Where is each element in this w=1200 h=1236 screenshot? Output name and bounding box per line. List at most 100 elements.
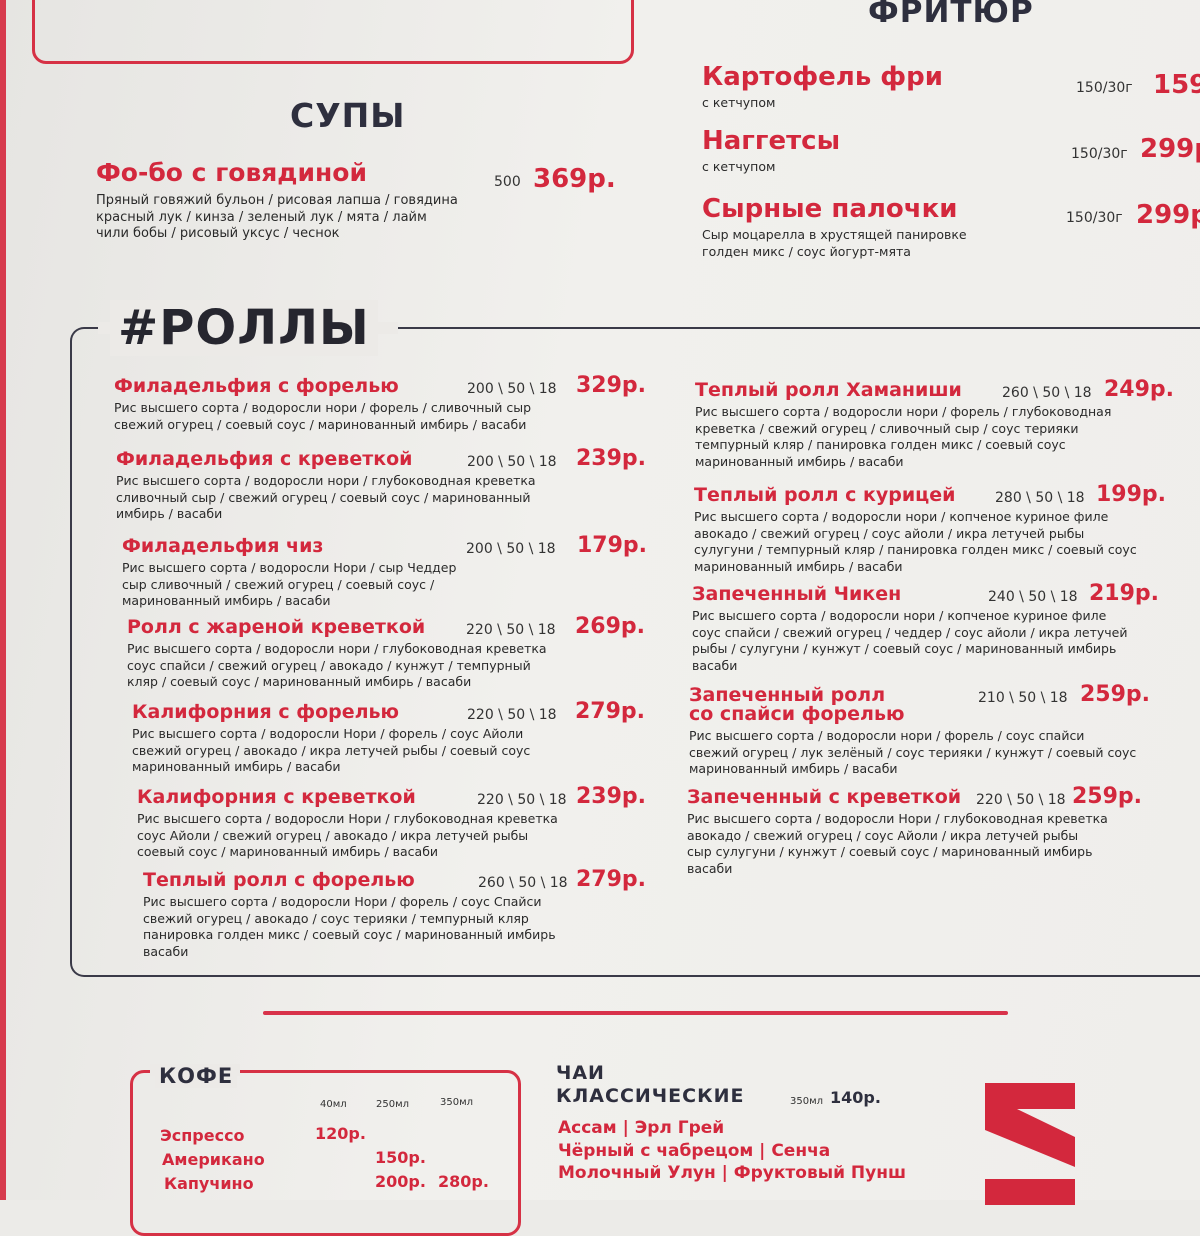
tea-line: Ассам | Эрл Грей	[558, 1118, 725, 1138]
item-desc-line: красный лук / кинза / зеленый лук / мята…	[96, 209, 427, 225]
roll-name: Теплый ролл Хаманиши	[695, 379, 962, 401]
fryer-item: Сырные палочки Сыр моцарелла в хрустящей…	[702, 194, 967, 260]
roll-desc-line: васаби	[692, 657, 738, 673]
roll-portion: 260 \ 50 \ 18	[1002, 385, 1092, 401]
roll-desc-line: Рис высшего сорта / водоросли Нори / глу…	[687, 811, 1108, 826]
roll-desc-line: маринованный имбирь / васаби	[694, 558, 903, 574]
soups-title: СУПЫ	[290, 96, 406, 135]
roll-item: Теплый ролл с курицей Рис высшего сорта /…	[694, 486, 1137, 575]
roll-name: Запеченный Чикен	[692, 583, 902, 605]
roll-portion: 220 \ 50 \ 18	[467, 707, 557, 723]
roll-price: 179р.	[577, 533, 648, 558]
rolls-title: #РОЛЛЫ	[110, 300, 378, 356]
roll-item: Запеченный Чикен Рис высшего сорта / водо…	[692, 585, 1127, 674]
coffee-name: Эспрессо	[160, 1126, 245, 1145]
soup-item: Фо-бо с говядиной Пряный говяжий бульон …	[96, 158, 458, 243]
roll-price: 239р.	[576, 784, 647, 809]
item-name: Картофель фри	[702, 62, 943, 92]
roll-desc-line: сыр сулугуни / кунжут / соевый соус / ма…	[687, 844, 1093, 859]
roll-name: Теплый ролл с курицей	[694, 484, 956, 506]
tea-title-line1: ЧАИ	[556, 1062, 605, 1084]
roll-price: 219р.	[1089, 581, 1160, 606]
tea-size: 350мл	[790, 1096, 824, 1107]
roll-price: 279р.	[576, 867, 647, 892]
coffee-name: Американо	[162, 1150, 265, 1169]
coffee-size: 350мл	[440, 1097, 474, 1108]
item-name: Фо-бо с говядиной	[96, 158, 367, 187]
roll-name: Калифорния с форелью	[132, 701, 400, 723]
item-portion: 150/30г	[1076, 80, 1133, 96]
roll-desc-line: панировка голден микс / соевый соус / ма…	[143, 927, 556, 942]
roll-name: Филадельфия с форелью	[114, 375, 399, 397]
roll-portion: 220 \ 50 \ 18	[477, 792, 567, 808]
roll-name: Теплый ролл с форелью	[143, 869, 415, 891]
roll-portion: 200 \ 50 \ 18	[467, 454, 557, 470]
roll-desc-line: Рис высшего сорта / водоросли Нори / сыр…	[122, 560, 457, 575]
roll-name: Калифорния с креветкой	[137, 786, 416, 808]
item-portion: 150/30г	[1066, 210, 1123, 226]
roll-portion: 260 \ 50 \ 18	[478, 875, 568, 891]
coffee-price: 150р.	[375, 1148, 426, 1167]
roll-desc-line: Рис высшего сорта / водоросли нори / коп…	[692, 608, 1107, 623]
top-frame	[32, 0, 634, 64]
decorative-red-letters	[985, 1083, 1075, 1205]
item-desc-line: Сыр моцарелла в хрустящей панировке	[702, 227, 967, 242]
item-portion: 500	[494, 174, 521, 190]
roll-desc-line: сыр сливочный / свежий огурец / соевый с…	[122, 576, 435, 592]
roll-desc-line: Рис высшего сорта / водоросли нори / фор…	[689, 728, 1085, 743]
roll-portion: 200 \ 50 \ 18	[467, 381, 557, 397]
roll-item: Филадельфия с форелью Рис высшего сорта /…	[114, 377, 531, 433]
roll-item: Филадельфия с креветкой Рис высшего сорта…	[116, 450, 536, 523]
roll-desc-line: Рис высшего сорта / водоросли Нори / глу…	[137, 811, 558, 826]
roll-portion: 210 \ 50 \ 18	[978, 690, 1068, 706]
roll-item: Филадельфия чиз Рис высшего сорта / водор…	[122, 537, 456, 610]
roll-item: Запеченный ролл со спайси форелью Рис высш…	[689, 686, 1136, 778]
fryer-item: Картофель фри с кетчупом	[702, 62, 943, 112]
roll-desc-line: соус спайси / свежий огурец / чеддер / с…	[692, 624, 1128, 640]
roll-desc-line: васаби	[143, 943, 189, 959]
coffee-size: 250мл	[376, 1099, 410, 1110]
coffee-title: КОФЕ	[155, 1064, 238, 1088]
roll-portion: 220 \ 50 \ 18	[466, 622, 556, 638]
roll-item: Калифорния с форелью Рис высшего сорта / …	[132, 703, 530, 776]
roll-portion: 220 \ 50 \ 18	[976, 792, 1066, 808]
roll-desc-line: кляр / соевый соус / маринованный имбирь…	[127, 674, 472, 689]
roll-price: 259р.	[1072, 784, 1143, 809]
item-price: 369р.	[533, 164, 616, 194]
item-desc-line: Пряный говяжий бульон / рисовая лапша / …	[96, 193, 458, 208]
rolls-frame	[70, 327, 1200, 977]
coffee-size: 40мл	[320, 1099, 347, 1110]
roll-portion: 280 \ 50 \ 18	[995, 490, 1085, 506]
roll-name: Запеченный с креветкой	[687, 786, 962, 808]
roll-desc-line: сулугуни / темпурный кляр / панировка го…	[694, 542, 1137, 557]
tea-line: Чёрный с чабрецом | Сенча	[558, 1141, 831, 1161]
fryer-item: Наггетсы с кетчупом	[702, 126, 840, 176]
roll-item: Теплый ролл с форелью Рис высшего сорта /…	[143, 871, 556, 960]
roll-price: 269р.	[575, 614, 646, 639]
roll-desc-line: имбирь / васаби	[116, 506, 223, 521]
roll-price: 249р.	[1104, 377, 1175, 402]
coffee-price: 200р.	[375, 1172, 426, 1191]
roll-desc-line: Рис высшего сорта / водоросли нори / фор…	[695, 404, 1112, 419]
roll-desc-line: маринованный имбирь / васаби	[689, 761, 898, 776]
roll-desc-line: Рис высшего сорта / водоросли нори / глу…	[127, 641, 547, 656]
roll-desc-line: рыбы / сулугуни / кунжут / соевый соус /…	[692, 641, 1117, 656]
tea-price: 140р.	[830, 1088, 881, 1107]
roll-price: 199р.	[1096, 482, 1167, 507]
roll-desc-line: маринованный имбирь / васаби	[132, 759, 341, 774]
roll-desc-line: маринованный имбирь / васаби	[122, 593, 331, 608]
roll-desc-line: соевый соус / маринованный имбирь / васа…	[137, 844, 439, 859]
roll-desc-line: креветка / свежий огурец / сливочный сыр…	[695, 420, 1079, 436]
roll-desc-line: Рис высшего сорта / водоросли нори / коп…	[694, 509, 1109, 524]
roll-desc-line: свежий огурец / соевый соус / маринованн…	[114, 416, 527, 432]
roll-desc-line: сливочный сыр / свежий огурец / соевый с…	[116, 489, 531, 505]
item-price: 159р.	[1153, 70, 1200, 100]
roll-desc-line: свежий огурец / авокадо / икра летучей р…	[132, 742, 531, 758]
left-red-stripe	[0, 0, 6, 1200]
roll-price: 239р.	[576, 446, 647, 471]
roll-desc-line: соус спайси / свежий огурец / авокадо / …	[127, 657, 531, 673]
tea-line: Молочный Улун | Фруктовый Пунш	[558, 1163, 907, 1183]
item-name: Сырные палочки	[702, 194, 958, 224]
roll-desc-line: маринованный имбирь / васаби	[695, 453, 904, 469]
